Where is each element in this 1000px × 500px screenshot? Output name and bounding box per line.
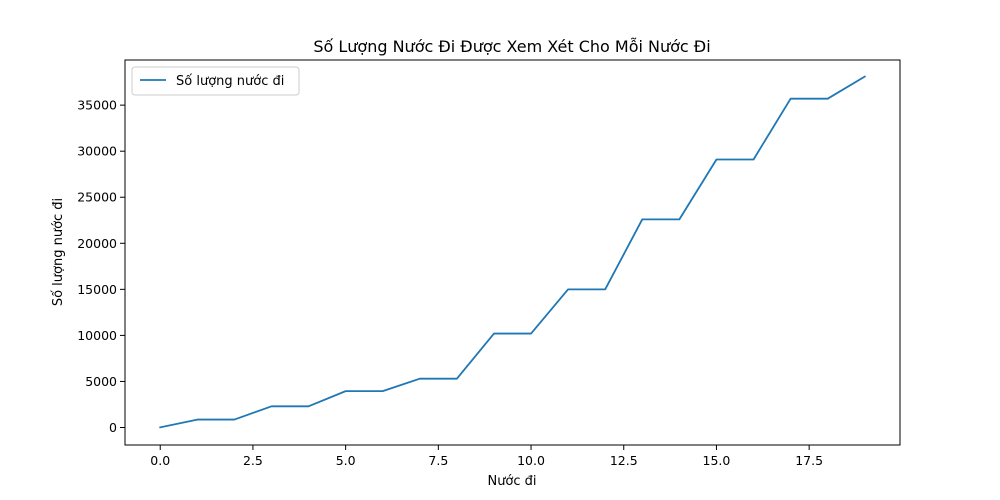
plot-area: 0.0 2.5 5.0 7.5 10.0 12.5 15.0 17.5 0 5000 10000 1…	[77, 59, 901, 468]
y-axis-ticks: 0 5000 10000 15000 20000 25000 30000 35000	[77, 98, 125, 435]
data-point	[344, 389, 348, 393]
x-tick-label: 2.5	[243, 453, 263, 468]
y-axis-label: Số lượng nước đi	[51, 198, 66, 306]
data-point	[381, 389, 385, 393]
data-point	[455, 377, 459, 381]
series-line	[159, 75, 867, 429]
x-tick-label: 5.0	[336, 453, 356, 468]
data-point	[603, 287, 607, 291]
data-point	[232, 418, 236, 422]
x-axis-label: Nước đi	[487, 474, 536, 489]
x-tick-label: 12.5	[610, 453, 638, 468]
data-point	[307, 404, 311, 408]
data-point	[529, 332, 533, 336]
data-point	[195, 418, 199, 422]
data-point	[269, 404, 273, 408]
data-point	[789, 97, 793, 101]
legend: Số lượng nước đi	[131, 66, 300, 96]
data-point	[158, 425, 162, 429]
legend-label: Số lượng nước đi	[176, 74, 284, 89]
data-point	[714, 157, 718, 161]
x-tick-label: 15.0	[703, 453, 731, 468]
data-point	[826, 97, 830, 101]
y-tick-label: 30000	[77, 144, 117, 159]
x-tick-label: 10.0	[517, 453, 545, 468]
data-point	[418, 377, 422, 381]
data-point	[640, 217, 644, 221]
legend-box	[131, 66, 300, 96]
x-tick-label: 17.5	[795, 453, 823, 468]
x-tick-label: 7.5	[428, 453, 448, 468]
data-point	[566, 287, 570, 291]
chart-title: Số Lượng Nước Đi Được Xem Xét Cho Mỗi Nư…	[313, 37, 710, 56]
y-tick-label: 0	[109, 420, 117, 435]
data-point	[752, 157, 756, 161]
y-tick-label: 15000	[77, 282, 117, 297]
plot-frame	[124, 59, 901, 446]
y-tick-label: 5000	[85, 374, 117, 389]
data-point	[863, 75, 867, 79]
y-tick-label: 10000	[77, 328, 117, 343]
y-tick-label: 20000	[77, 236, 117, 251]
y-tick-label: 35000	[77, 98, 117, 113]
data-point	[492, 332, 496, 336]
series-layer	[158, 75, 867, 429]
x-tick-label: 0.0	[150, 453, 170, 468]
x-axis-ticks: 0.0 2.5 5.0 7.5 10.0 12.5 15.0 17.5	[150, 445, 823, 468]
data-point	[677, 217, 681, 221]
y-tick-label: 25000	[77, 190, 117, 205]
